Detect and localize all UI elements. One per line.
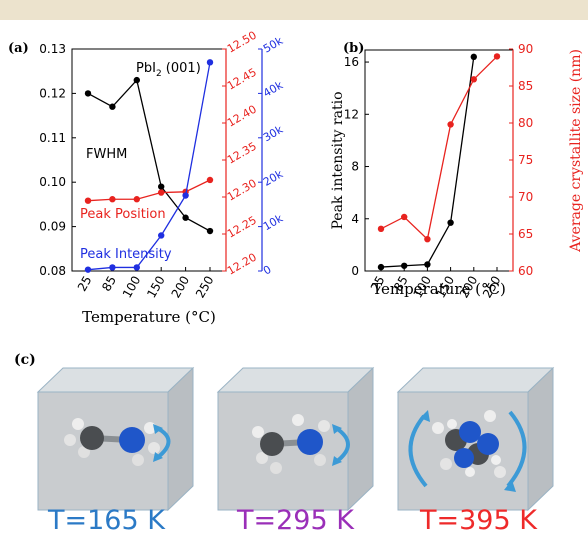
tick-label-left-b: 16 (344, 55, 359, 69)
series-label-fwhm: FWHM (86, 147, 127, 162)
molecule-3 (432, 410, 506, 478)
caption-2: T=295 K (237, 505, 354, 536)
chart-a: (a) 0.08 0.09 0.10 0.11 0.12 0.13 12.20 12.25 12.… (8, 29, 584, 326)
tick-label-right-b: 75 (518, 153, 533, 167)
tick-label-right-b: 65 (518, 227, 533, 241)
data-point-peak-intensity-ratio (470, 53, 477, 61)
data-point-peak-intensity-ratio (377, 263, 385, 271)
tick-label-right1-a: 12.20 (225, 251, 259, 278)
data-point-fwhm (133, 76, 140, 84)
series-line-fwhm (87, 78, 211, 232)
data-point-crystallite-size (470, 76, 477, 83)
series-label-peak-intensity: Peak Intensity (80, 247, 172, 262)
series-line-peak-intensity (87, 62, 211, 271)
tick-label-left-a: 0.09 (39, 220, 66, 234)
data-point-crystallite-size (401, 213, 408, 221)
tick-label-left-b: 8 (351, 160, 359, 174)
tick-label-right1-a: 12.50 (225, 29, 259, 56)
axis-label-x-a: Temperature (°C) (82, 308, 216, 326)
annotation-pbi2: PbI2 (001) (136, 61, 201, 79)
data-point-fwhm (182, 214, 189, 221)
tick-label-left-a: 0.10 (39, 175, 66, 189)
tick-label-left-a: 0.13 (39, 42, 66, 56)
data-point-peak-intensity (158, 232, 165, 239)
tick-label-right-b: 70 (518, 190, 533, 204)
data-point-fwhm (206, 227, 214, 235)
tick-label-right1-a: 12.35 (225, 140, 259, 167)
tick-label-right-b: 80 (518, 116, 533, 130)
axis-label-x-b: Temperature (°C) (372, 280, 506, 298)
caption-3: T=395 K (420, 505, 537, 536)
tick-label-right2-a: 10k (261, 211, 286, 233)
data-point-peak-position (109, 196, 116, 203)
series-label-peak-position: Peak Position (80, 207, 166, 222)
data-point-fwhm (158, 183, 165, 190)
tick-label-left-a: 0.08 (39, 264, 66, 278)
tick-label-left-b: 12 (344, 107, 359, 121)
data-point-peak-intensity-ratio (447, 219, 454, 226)
tick-label-right-b: 90 (518, 42, 533, 56)
series-line-peak-intensity-ratio (380, 56, 475, 268)
data-point-fwhm (109, 103, 116, 110)
data-point-peak-intensity (133, 264, 140, 271)
data-point-crystallite-size (447, 121, 454, 128)
data-point-peak-intensity (109, 264, 116, 271)
tick-label-left-b: 4 (351, 212, 359, 226)
data-point-peak-position (133, 196, 140, 203)
tick-label-right2-a: 20k (261, 167, 286, 189)
cube-2 (216, 366, 375, 512)
tick-label-x-a: 200 (169, 274, 193, 301)
data-point-peak-intensity (206, 59, 214, 66)
panel-label-a: (a) (8, 41, 29, 56)
series-line-crystallite-size (380, 55, 498, 241)
series-line-peak-position (87, 179, 211, 202)
data-point-peak-position (158, 189, 165, 196)
data-point-peak-position (206, 176, 214, 184)
panel-c-illustration: (c) (14, 352, 555, 512)
tick-label-x-b: 25 (368, 274, 388, 294)
tick-label-right1-a: 12.45 (225, 66, 259, 93)
data-point-crystallite-size (493, 53, 501, 60)
caption-1: T=165 K (48, 505, 165, 536)
axis-label-right-b: Average crystallite size (nm) (568, 49, 584, 253)
tick-label-right1-a: 12.40 (225, 103, 259, 130)
tick-label-left-a: 0.11 (39, 131, 66, 145)
data-point-peak-position (84, 197, 92, 204)
tick-label-right2-a: 30k (261, 123, 286, 145)
data-point-peak-intensity-ratio (401, 262, 408, 269)
tick-label-x-a: 250 (193, 274, 217, 301)
tick-label-right1-a: 12.25 (225, 214, 259, 241)
tick-label-left-b: 0 (351, 264, 359, 278)
axis-label-left-b: Peak intensity ratio (330, 92, 346, 230)
tick-label-x-a: 25 (75, 274, 95, 294)
tick-label-x-a: 150 (144, 274, 168, 301)
data-point-peak-intensity-ratio (424, 261, 431, 268)
tick-label-right-b: 85 (518, 79, 533, 93)
tick-label-right2-a: 50k (261, 34, 286, 56)
data-point-crystallite-size (377, 225, 385, 233)
tick-label-x-a: 100 (120, 274, 144, 301)
tick-label-left-a: 0.12 (39, 86, 66, 100)
tick-label-x-a: 85 (99, 274, 119, 294)
tick-label-x-b: 85 (391, 274, 411, 294)
tick-label-right-b: 60 (518, 264, 533, 278)
tick-label-right1-a: 12.30 (225, 177, 259, 204)
data-point-peak-intensity (84, 266, 92, 273)
cube-3 (396, 366, 555, 512)
data-point-crystallite-size (424, 235, 431, 243)
plot-frame-b (364, 49, 514, 272)
molecule-1 (64, 418, 160, 466)
tick-label-right2-a: 0 (261, 263, 274, 278)
data-point-peak-intensity (182, 192, 189, 199)
tick-label-right2-a: 40k (261, 78, 286, 100)
panel-label-b: (b) (343, 41, 364, 56)
molecule-2 (252, 414, 330, 474)
cube-1 (36, 366, 195, 512)
panel-label-c: (c) (14, 352, 36, 368)
data-point-fwhm (84, 90, 92, 97)
top-band (0, 0, 588, 20)
